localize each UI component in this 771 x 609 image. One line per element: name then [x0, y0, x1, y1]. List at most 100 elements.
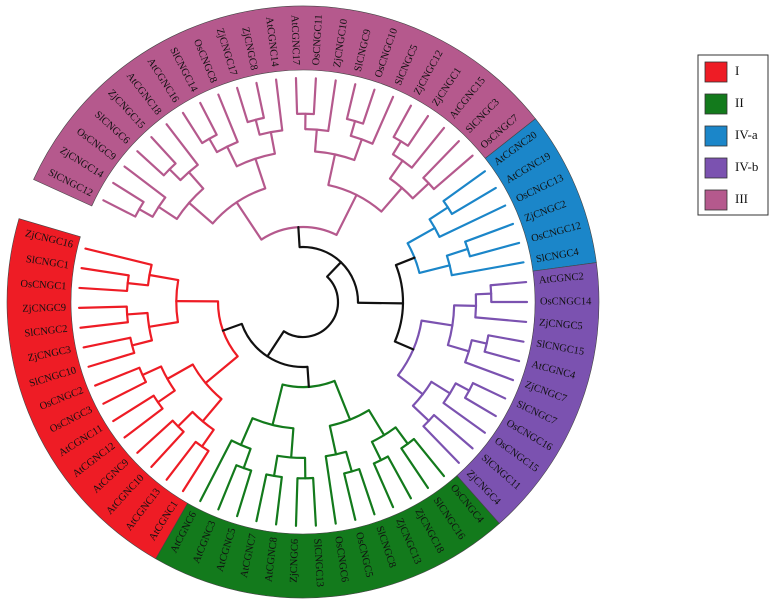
branch: [351, 121, 355, 136]
branch: [307, 367, 308, 387]
leaf-label: OsCNGC14: [540, 296, 592, 307]
branch: [395, 342, 413, 350]
branch: [151, 432, 183, 467]
legend-label: IV-b: [735, 159, 758, 174]
branch: [448, 345, 469, 351]
branch: [413, 406, 429, 421]
branch: [256, 83, 263, 118]
branch: [206, 356, 238, 383]
branch: [223, 324, 242, 331]
branch: [200, 103, 216, 135]
branch: [203, 399, 222, 421]
branch: [452, 262, 524, 275]
branch: [79, 288, 127, 291]
branch: [291, 428, 293, 457]
branch: [396, 258, 415, 265]
branch: [374, 463, 393, 507]
branch: [178, 412, 192, 426]
branch: [488, 335, 523, 341]
branch: [82, 268, 129, 275]
branch: [218, 95, 237, 142]
branch: [326, 456, 336, 523]
branch: [227, 147, 237, 167]
branch: [408, 228, 435, 243]
branch: [354, 139, 361, 160]
branch: [337, 195, 357, 235]
legend-swatch: [705, 94, 727, 114]
branch: [472, 340, 487, 343]
branch: [149, 275, 178, 280]
branch: [456, 383, 469, 390]
branch: [363, 90, 374, 124]
branch: [267, 331, 283, 356]
branch: [273, 385, 283, 425]
branch: [359, 469, 374, 514]
branch: [372, 442, 381, 460]
branch: [372, 97, 393, 144]
branch: [491, 282, 527, 285]
branch: [244, 449, 251, 468]
legend-label: III: [735, 191, 748, 206]
branch: [465, 398, 496, 416]
branch: [276, 477, 282, 524]
branch: [125, 409, 163, 438]
branch: [388, 457, 411, 499]
branch: [128, 283, 148, 285]
leaf-label: AtCGNC17: [289, 15, 302, 66]
legend-label: IV-a: [735, 127, 758, 142]
branch: [151, 137, 175, 163]
branch: [358, 303, 403, 304]
branch: [298, 227, 299, 247]
branch: [127, 313, 147, 314]
branch: [256, 120, 260, 135]
branch: [390, 161, 403, 179]
branch: [328, 80, 335, 131]
branch: [315, 130, 317, 152]
branch: [79, 307, 127, 308]
branch: [255, 159, 265, 189]
legend-swatch: [705, 126, 727, 146]
branch: [413, 183, 429, 198]
branch: [167, 442, 196, 480]
branch: [103, 382, 145, 404]
branch: [237, 202, 262, 239]
branch: [158, 391, 175, 403]
branch: [84, 338, 131, 348]
leaf-label: ZjCNGC6: [289, 539, 301, 583]
branch: [475, 317, 526, 322]
branch: [422, 321, 453, 326]
branch: [381, 188, 401, 212]
legend-label: I: [735, 63, 739, 78]
branch: [103, 200, 135, 216]
branch: [85, 249, 151, 265]
branch: [189, 172, 203, 188]
branch: [237, 88, 248, 122]
branch: [476, 294, 491, 295]
branch: [276, 80, 282, 131]
branch: [271, 132, 275, 154]
branch: [465, 362, 513, 380]
branch: [393, 141, 401, 154]
branch: [314, 78, 316, 114]
branch: [327, 262, 341, 276]
branch: [237, 471, 251, 517]
branch: [296, 478, 297, 526]
branch: [419, 265, 449, 273]
branch: [159, 207, 177, 219]
branch: [328, 154, 335, 185]
branch: [189, 203, 213, 224]
branch: [80, 322, 127, 327]
branch: [394, 106, 411, 137]
legend-swatch: [705, 190, 727, 210]
branch: [167, 364, 192, 378]
branch: [431, 382, 450, 394]
branch: [369, 410, 384, 435]
branch: [408, 116, 428, 146]
branch: [183, 113, 202, 143]
branch: [335, 381, 350, 420]
branch: [465, 224, 513, 242]
branch: [296, 78, 297, 114]
branch: [485, 352, 519, 361]
legend-label: II: [735, 95, 744, 110]
